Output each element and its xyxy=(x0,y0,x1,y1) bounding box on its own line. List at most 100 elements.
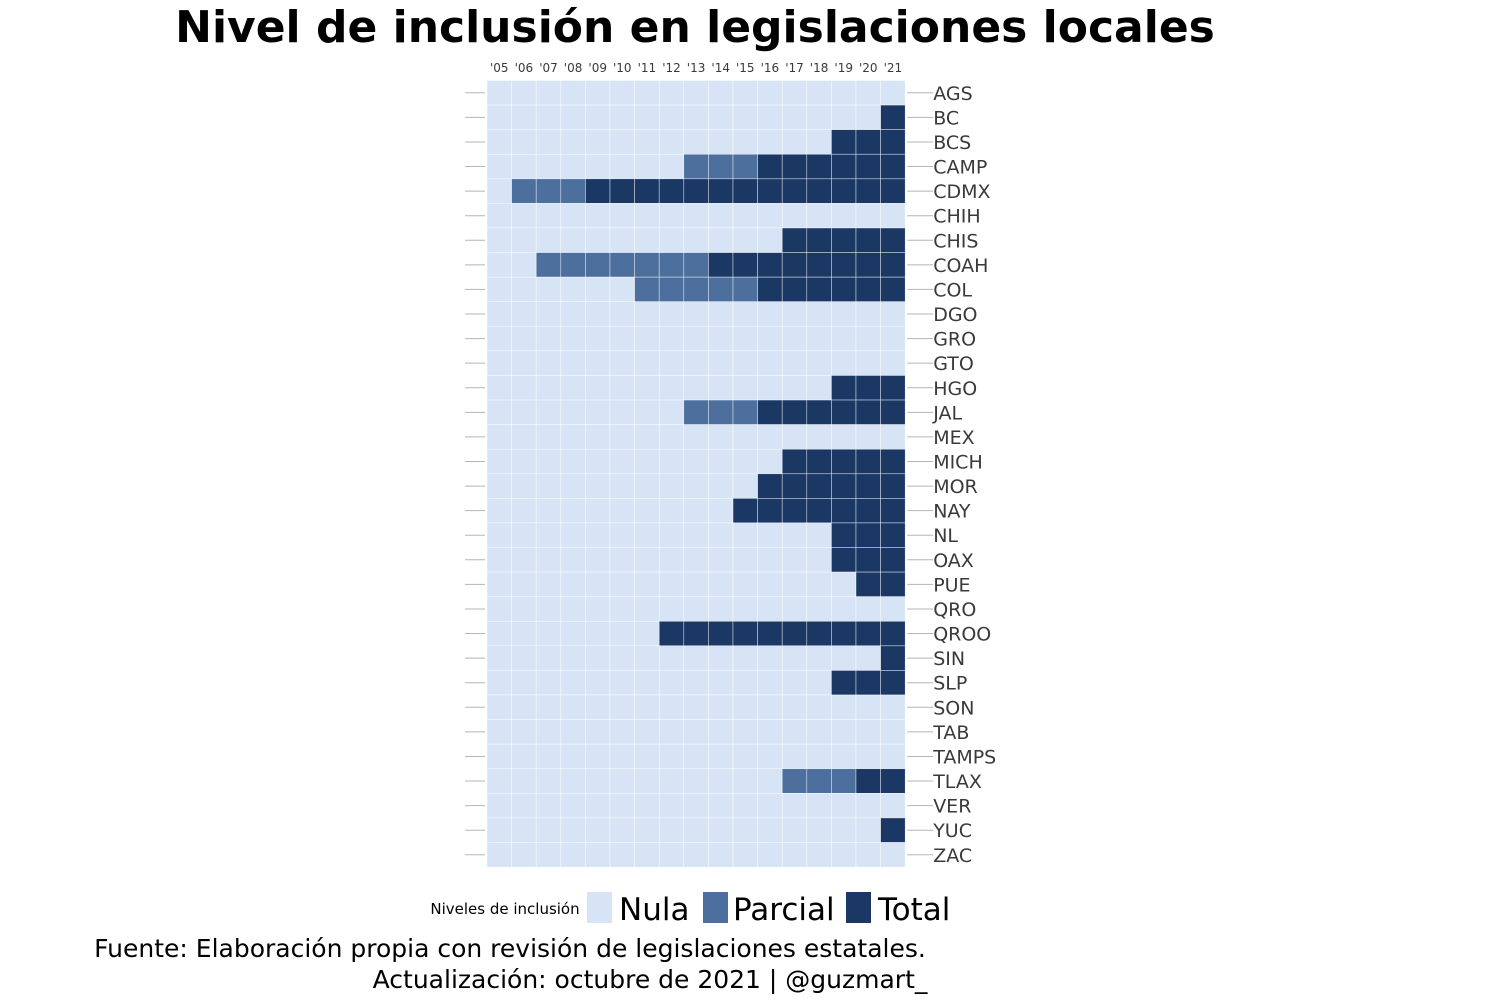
heatmap-cell xyxy=(585,129,611,155)
heatmap-cell xyxy=(609,768,635,794)
heatmap-cell xyxy=(535,178,562,204)
heatmap-cell xyxy=(806,350,832,376)
heatmap-cell xyxy=(880,227,906,253)
x-tick-label: '10 xyxy=(613,61,632,75)
heatmap-cell xyxy=(634,252,660,278)
heatmap-cell xyxy=(732,375,758,401)
heatmap-cell xyxy=(732,817,758,843)
y-tick-label: BC xyxy=(933,107,959,129)
heatmap-cell xyxy=(855,620,881,647)
heatmap-cell xyxy=(609,670,635,696)
heatmap-cell xyxy=(609,448,635,475)
heatmap-cell xyxy=(831,227,857,253)
heatmap-cell xyxy=(683,350,709,376)
heatmap-cell xyxy=(831,694,857,720)
heatmap-cell xyxy=(609,129,635,155)
heatmap-cell xyxy=(658,350,685,376)
heatmap-cell xyxy=(486,719,512,745)
heatmap-cell xyxy=(806,793,832,819)
heatmap-cell xyxy=(757,793,783,819)
heatmap-cell xyxy=(658,817,685,843)
heatmap-cell xyxy=(781,793,808,819)
heatmap-cell xyxy=(831,448,857,475)
heatmap-cell xyxy=(831,670,857,696)
heatmap-cell xyxy=(658,325,685,352)
heatmap-cell xyxy=(585,448,611,475)
heatmap-cell xyxy=(560,153,586,180)
y-tick-label: ZAC xyxy=(933,845,972,867)
heatmap-cell xyxy=(708,522,734,548)
heatmap-cell xyxy=(486,80,512,106)
heatmap-cell xyxy=(658,547,685,573)
heatmap-cell xyxy=(683,793,709,819)
heatmap-cell xyxy=(609,424,635,450)
heatmap-cell xyxy=(781,448,808,475)
heatmap-cell xyxy=(880,252,906,278)
heatmap-cell xyxy=(732,719,758,745)
heatmap-cell xyxy=(855,325,881,352)
heatmap-cell xyxy=(855,448,881,475)
heatmap-cell xyxy=(609,498,635,524)
heatmap-cell xyxy=(511,375,537,401)
heatmap-cell xyxy=(831,276,857,303)
y-tick-label: QRO xyxy=(933,599,976,621)
heatmap-cell xyxy=(658,670,685,696)
heatmap-cell xyxy=(806,694,832,720)
heatmap-cell xyxy=(486,252,512,278)
heatmap-cell xyxy=(511,596,537,622)
heatmap-cell xyxy=(708,301,734,327)
heatmap-cell xyxy=(831,153,857,180)
heatmap-cell xyxy=(585,227,611,253)
heatmap-cell xyxy=(658,448,685,475)
heatmap-cell xyxy=(683,522,709,548)
heatmap-cell xyxy=(535,227,562,253)
heatmap-cell xyxy=(855,670,881,696)
heatmap-cell xyxy=(486,645,512,671)
heatmap-cell xyxy=(658,842,685,868)
y-tick-label: DGO xyxy=(933,304,977,326)
x-tick-label: '20 xyxy=(859,61,878,75)
heatmap-cell xyxy=(880,203,906,229)
y-tick-label: SON xyxy=(933,697,974,719)
heatmap-cell xyxy=(781,80,808,106)
heatmap-cell xyxy=(683,227,709,253)
heatmap-cell xyxy=(855,571,881,597)
heatmap-cell xyxy=(585,252,611,278)
heatmap-cell xyxy=(683,104,709,130)
heatmap-cell xyxy=(658,301,685,327)
heatmap-cell xyxy=(658,694,685,720)
heatmap-cell xyxy=(880,473,906,499)
heatmap-cell xyxy=(757,522,783,548)
heatmap-cell xyxy=(880,842,906,868)
heatmap-cell xyxy=(855,104,881,130)
heatmap-cell xyxy=(806,522,832,548)
heatmap-cell xyxy=(609,153,635,180)
heatmap-cell xyxy=(757,694,783,720)
heatmap-cell xyxy=(560,473,586,499)
y-tick-label: CAMP xyxy=(933,157,987,179)
heatmap-cell xyxy=(831,645,857,671)
x-tick-label: '06 xyxy=(515,61,534,75)
heatmap-cell xyxy=(535,104,562,130)
heatmap-cell xyxy=(831,104,857,130)
heatmap-cell xyxy=(855,178,881,204)
heatmap-cell xyxy=(658,399,685,425)
heatmap-cell xyxy=(585,793,611,819)
heatmap-cell xyxy=(560,817,586,843)
heatmap-cell xyxy=(806,301,832,327)
heatmap-cell xyxy=(708,448,734,475)
heatmap-cell xyxy=(757,178,783,204)
x-tick-label: '08 xyxy=(564,61,583,75)
heatmap-cell xyxy=(732,203,758,229)
heatmap-cell xyxy=(781,350,808,376)
heatmap-cell xyxy=(560,596,586,622)
y-tick-label: JAL xyxy=(932,402,962,424)
heatmap-cell xyxy=(609,793,635,819)
x-tick-label: '05 xyxy=(490,61,509,75)
heatmap-cell xyxy=(560,301,586,327)
heatmap-cell xyxy=(880,670,906,696)
heatmap-cell xyxy=(708,104,734,130)
heatmap-cell xyxy=(831,793,857,819)
heatmap-cell xyxy=(757,768,783,794)
heatmap-cell xyxy=(757,129,783,155)
